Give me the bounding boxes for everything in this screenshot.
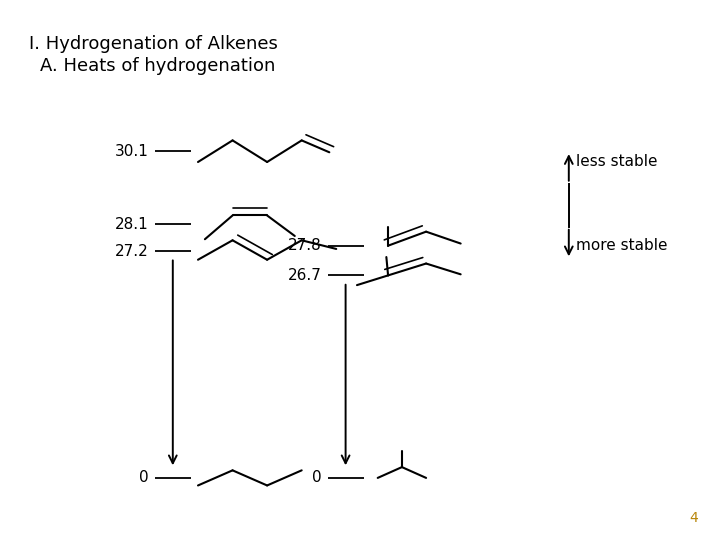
Text: more stable: more stable — [576, 238, 667, 253]
Text: A. Heats of hydrogenation: A. Heats of hydrogenation — [40, 57, 275, 75]
Text: I. Hydrogenation of Alkenes: I. Hydrogenation of Alkenes — [29, 35, 278, 53]
Text: 26.7: 26.7 — [288, 268, 322, 283]
Text: 0: 0 — [312, 470, 322, 485]
Text: 0: 0 — [140, 470, 149, 485]
Text: 27.8: 27.8 — [288, 238, 322, 253]
Text: 30.1: 30.1 — [115, 144, 149, 159]
Text: 4: 4 — [690, 511, 698, 525]
Text: 27.2: 27.2 — [115, 244, 149, 259]
Text: less stable: less stable — [576, 154, 657, 170]
Text: 28.1: 28.1 — [115, 217, 149, 232]
